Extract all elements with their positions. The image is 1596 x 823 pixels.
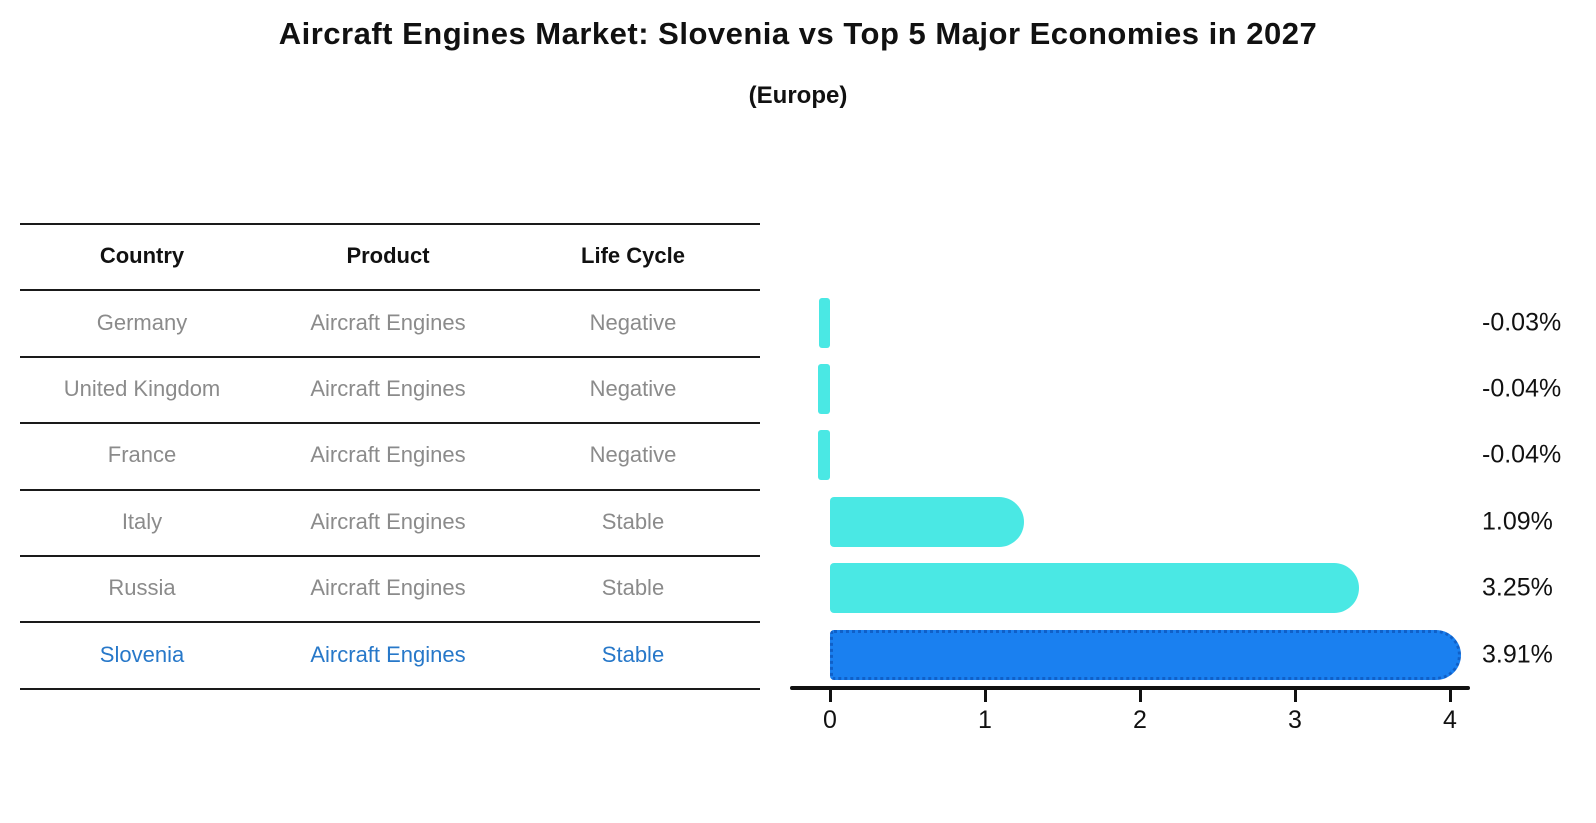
table-divider [20,488,760,491]
table-cell-life_cycle-slovenia: Stable [601,641,665,667]
x-axis-line [790,686,1470,690]
page-subtitle: (Europe) [748,82,848,109]
table-cell-product-france: Aircraft Engines [310,442,466,468]
x-axis-tick [1138,690,1142,702]
table-cell-country-slovenia: Slovenia [99,641,185,667]
table-cell-country-germany: Germany [96,309,188,335]
value-label-france: -0.04% [1482,440,1562,469]
value-label-italy: 1.09% [1482,507,1553,536]
table-cell-product-germany: Aircraft Engines [310,309,466,335]
x-axis-tick-label: 3 [1288,706,1302,734]
table-divider [20,687,760,690]
table-cell-life_cycle-italy: Stable [601,508,665,534]
table-header-product: Product [346,243,430,268]
table-cell-country-united-kingdom: United Kingdom [63,375,221,401]
table-cell-life_cycle-russia: Stable [601,575,665,601]
bar-france [817,430,830,481]
bar-united-kingdom [817,363,830,414]
bar-germany [819,297,830,348]
bar-slovenia [830,629,1462,680]
table-cell-life_cycle-united-kingdom: Negative [589,375,677,401]
table-cell-country-france: France [107,442,177,468]
x-axis-tick-label: 0 [823,706,837,734]
x-axis-tick [828,690,832,702]
table-header-country: Country [99,243,185,268]
x-axis-tick-label: 4 [1443,706,1457,734]
table-cell-product-united-kingdom: Aircraft Engines [310,375,466,401]
x-axis-tick-label: 1 [978,706,992,734]
table-cell-country-russia: Russia [108,575,176,601]
table-divider [20,621,760,624]
table-divider [20,355,760,358]
value-label-germany: -0.03% [1482,308,1562,336]
bar-russia [830,563,1359,614]
table-divider [20,422,760,425]
table-divider [20,555,760,557]
x-axis-tick-label: 2 [1133,706,1147,734]
table-cell-life_cycle-france: Negative [589,442,677,468]
page-title: Aircraft Engines Market: Slovenia vs Top… [278,16,1318,51]
x-axis-tick [1293,690,1297,702]
value-label-united-kingdom: -0.04% [1482,374,1562,403]
bar-italy [830,496,1024,547]
table-cell-life_cycle-germany: Negative [589,309,677,335]
x-axis-tick [983,690,987,702]
value-label-slovenia: 3.91% [1482,640,1553,668]
table-cell-product-italy: Aircraft Engines [310,508,466,534]
x-axis-tick [1448,690,1452,702]
table-divider [20,289,760,292]
table-divider [20,223,760,225]
table-cell-product-slovenia: Aircraft Engines [310,641,466,667]
table-header-life_cycle: Life Cycle [581,243,685,268]
value-label-russia: 3.25% [1482,573,1553,602]
table-cell-product-russia: Aircraft Engines [310,575,466,601]
table-cell-country-italy: Italy [121,508,163,534]
